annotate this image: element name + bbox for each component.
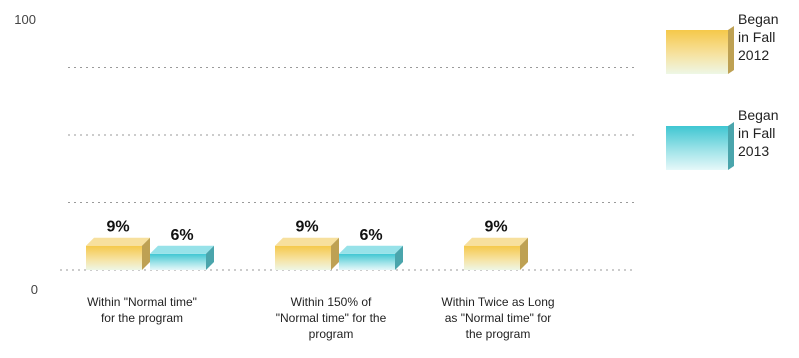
legend-swatch-side: [728, 122, 734, 170]
legend-swatch-side: [728, 26, 734, 74]
legend-item: Began in Fall 2013: [666, 107, 778, 170]
data-label: 9%: [295, 219, 318, 236]
data-label: 9%: [106, 219, 129, 236]
legend-swatch: [666, 30, 728, 74]
bar-top: [150, 245, 214, 254]
legend-label: Began: [738, 107, 778, 123]
bar: [464, 237, 528, 270]
category-label: Within Twice as Long: [441, 295, 554, 309]
bar-front: [464, 245, 520, 270]
bar-top: [275, 237, 339, 246]
legend-label: in Fall: [738, 125, 775, 141]
bar-side: [206, 245, 214, 270]
legend-item: Began in Fall 2012: [666, 11, 778, 74]
legend-label: 2013: [738, 143, 769, 159]
category-label: for the program: [101, 311, 183, 325]
bar-top: [86, 237, 150, 246]
bar-side: [331, 237, 339, 270]
data-label: 6%: [359, 227, 382, 244]
data-labels: 9% 6% 9% 6% 9%: [106, 219, 507, 244]
category-labels: Within "Normal time" for the program Withi…: [87, 295, 555, 341]
category-label: "Normal time" for the: [276, 311, 387, 325]
category-label: program: [309, 327, 354, 341]
bar-front: [86, 245, 142, 270]
bars: [86, 237, 528, 270]
bar: [86, 237, 150, 270]
bar-side: [142, 237, 150, 270]
bar-front: [150, 253, 206, 270]
bar: [339, 245, 403, 270]
data-label: 6%: [170, 227, 193, 244]
category-label: as "Normal time" for: [445, 311, 552, 325]
legend-label: in Fall: [738, 29, 775, 45]
category-label: Within 150% of: [291, 295, 372, 309]
bar-side: [520, 237, 528, 270]
y-tick-label: 100: [14, 12, 36, 27]
legend-label: 2012: [738, 47, 769, 63]
bar-top: [339, 245, 403, 254]
legend-label: Began: [738, 11, 778, 27]
y-axis: 0 100: [14, 12, 38, 297]
y-tick-label: 0: [31, 282, 38, 297]
bar-top: [464, 237, 528, 246]
bar: [150, 245, 214, 270]
data-label: 9%: [484, 219, 507, 236]
bar-side: [395, 245, 403, 270]
category-label: Within "Normal time": [87, 295, 197, 309]
category-label: the program: [466, 327, 531, 341]
bar-front: [339, 253, 395, 270]
legend-swatch: [666, 126, 728, 170]
legend: Began in Fall 2012 Began in Fall 2013: [666, 11, 778, 170]
bar-front: [275, 245, 331, 270]
bar: [275, 237, 339, 270]
